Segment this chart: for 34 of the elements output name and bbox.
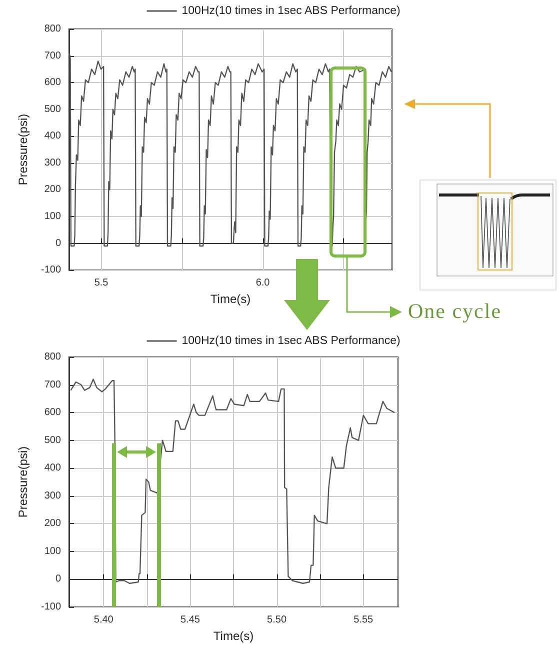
y-axis-title: Pressure(psi) [16, 446, 30, 518]
legend-label: 100Hz(10 times in 1sec ABS Performance) [182, 335, 401, 347]
y-tick-label: 400 [44, 130, 62, 142]
x-axis-title: Time(s) [213, 628, 254, 643]
y-tick-label: 0 [55, 238, 62, 249]
y-tick-label: 200 [44, 518, 62, 530]
y-tick-label: 800 [44, 352, 62, 362]
y-tick-label: 100 [44, 546, 62, 557]
y-tick-label: 700 [44, 379, 62, 390]
y-tick-label: 800 [44, 24, 62, 34]
x-tick-label: 5.50 [267, 614, 287, 626]
x-tick-label: 6.0 [256, 278, 270, 289]
y-tick-label: 500 [44, 434, 62, 446]
y-tick-label: 0 [55, 574, 62, 585]
y-tick-label: 300 [44, 490, 62, 502]
y-tick-label: 200 [44, 184, 62, 196]
y-tick-label: -100 [40, 602, 62, 612]
y-axis-title: Pressure(psi) [16, 114, 30, 186]
x-tick-label: 5.55 [354, 614, 374, 626]
y-tick-label: 100 [44, 211, 62, 222]
y-tick-label: 400 [44, 462, 62, 474]
text: One cycle [408, 299, 502, 324]
y-tick-label: 600 [44, 77, 62, 88]
x-tick-label: 5.45 [180, 614, 200, 626]
x-axis-title: Time(s) [210, 292, 251, 306]
line-series [68, 52, 392, 247]
y-tick-label: -100 [40, 264, 62, 276]
y-tick-label: 300 [44, 157, 62, 168]
x-tick-label: 5.5 [94, 278, 109, 289]
legend-label: 100Hz(10 times in 1sec ABS Performance) [182, 5, 401, 17]
x-tick-label: 5.40 [94, 614, 114, 626]
y-tick-label: 700 [44, 50, 62, 62]
y-tick-label: 600 [44, 407, 62, 418]
y-tick-label: 500 [44, 104, 62, 115]
